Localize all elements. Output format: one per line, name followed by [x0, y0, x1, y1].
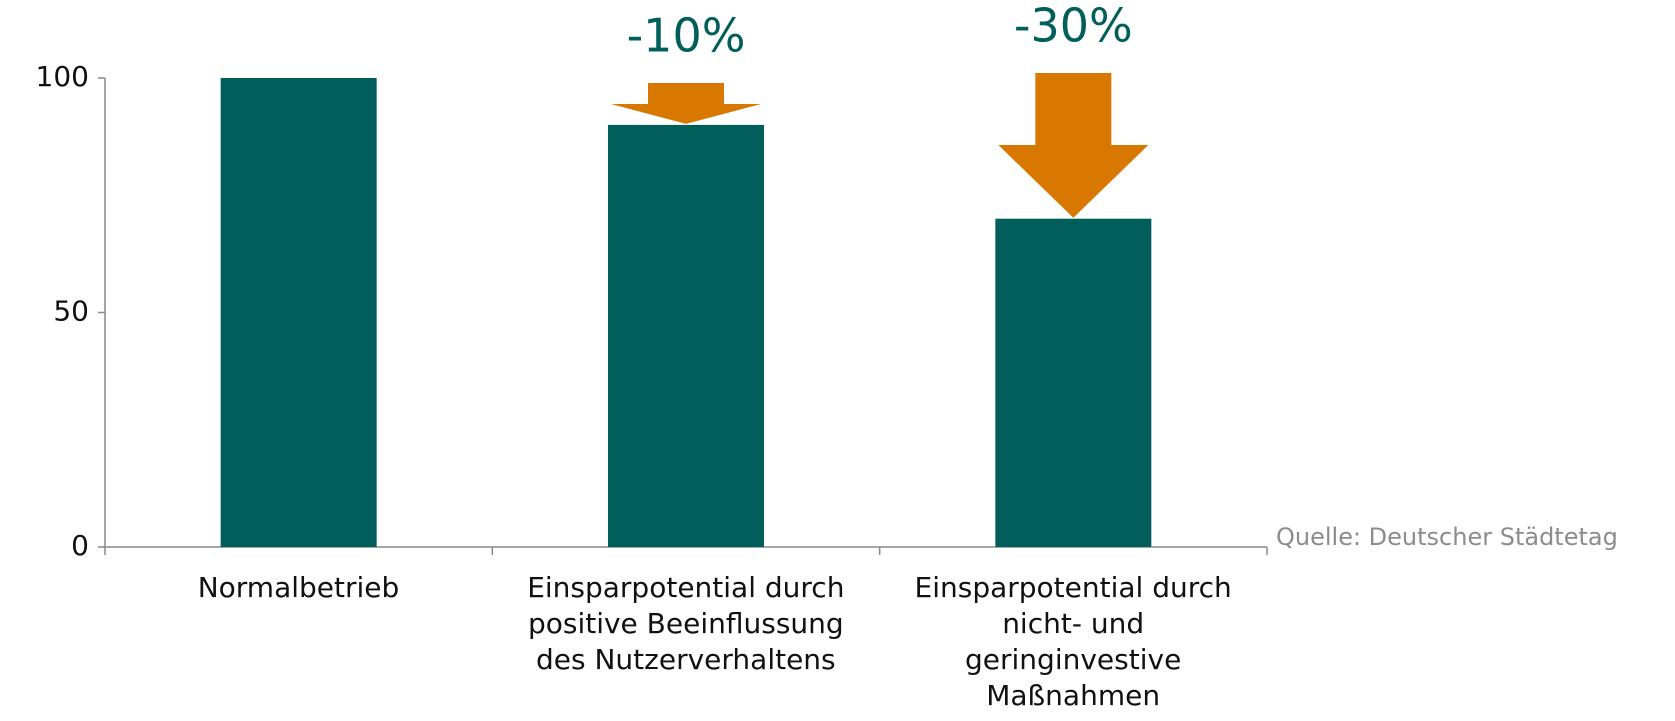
y-tick-label: 0	[71, 529, 89, 562]
arrow	[611, 83, 761, 124]
annotation: -10%	[627, 9, 746, 63]
bar	[220, 78, 377, 547]
y-tick-label: 50	[53, 295, 89, 328]
y-tick-label: 100	[36, 60, 89, 93]
arrow	[998, 73, 1149, 218]
annotation: -30%	[1014, 0, 1133, 53]
x-tick-label: Einsparpotential durch positive Beeinflu…	[527, 571, 845, 676]
bar	[995, 218, 1152, 547]
x-tick-label: Normalbetrieb	[197, 571, 400, 604]
x-tick-label: Einsparpotential durch nicht- und gering…	[914, 571, 1232, 712]
source: Quelle: Deutscher Städtetag	[1276, 523, 1618, 551]
bar	[608, 124, 764, 548]
